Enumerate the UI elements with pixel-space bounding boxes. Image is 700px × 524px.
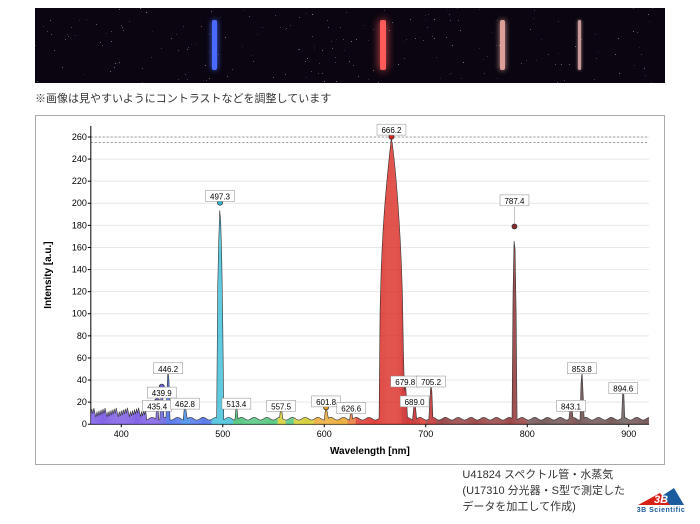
svg-text:513.4: 513.4: [226, 400, 247, 409]
svg-text:Intensity [a.u.]: Intensity [a.u.]: [43, 241, 54, 308]
svg-text:843.1: 843.1: [561, 402, 582, 411]
svg-text:705.2: 705.2: [421, 378, 442, 387]
svg-text:140: 140: [72, 265, 87, 275]
photo-caption: ※画像は見やすいようにコントラストなどを調整しています: [35, 90, 331, 106]
svg-text:3B: 3B: [654, 494, 668, 506]
svg-text:894.6: 894.6: [613, 385, 634, 394]
chart-svg: 0 20 40 60 80 100 120 140 160 180 200 220 240 260 400 5…: [36, 116, 664, 464]
svg-text:400: 400: [114, 429, 129, 439]
footer-line1: U41824 スペクトル管・水蒸気: [462, 466, 625, 482]
svg-text:666.2: 666.2: [381, 126, 402, 135]
svg-text:700: 700: [418, 429, 433, 439]
spectral-line: [500, 20, 505, 70]
svg-text:435.4: 435.4: [147, 402, 168, 411]
svg-text:0: 0: [82, 419, 87, 429]
spectrum-photo: [35, 8, 665, 83]
footer-line3: データを加工して作成): [462, 498, 625, 514]
svg-text:160: 160: [72, 242, 87, 252]
spectral-line: [212, 20, 217, 70]
svg-text:120: 120: [72, 287, 87, 297]
svg-text:500: 500: [215, 429, 230, 439]
spectral-line: [578, 20, 581, 70]
svg-text:439.9: 439.9: [152, 389, 173, 398]
brand-text: 3B Scientific: [632, 507, 690, 514]
svg-text:260: 260: [72, 132, 87, 142]
svg-text:800: 800: [520, 429, 535, 439]
svg-text:Wavelength [nm]: Wavelength [nm]: [330, 446, 410, 457]
spectrum-chart: 0 20 40 60 80 100 120 140 160 180 200 220 240 260 400 5…: [35, 115, 665, 465]
svg-text:900: 900: [621, 429, 636, 439]
footer-text: U41824 スペクトル管・水蒸気 (U17310 分光器・S型で測定した デー…: [462, 466, 625, 514]
svg-text:100: 100: [72, 309, 87, 319]
svg-text:20: 20: [77, 397, 87, 407]
svg-text:462.8: 462.8: [175, 400, 196, 409]
svg-text:601.8: 601.8: [316, 398, 337, 407]
svg-text:626.6: 626.6: [341, 405, 362, 414]
svg-text:80: 80: [77, 331, 87, 341]
brand-logo: 3B 3B Scientific: [632, 483, 690, 514]
svg-text:40: 40: [77, 375, 87, 385]
svg-text:240: 240: [72, 154, 87, 164]
svg-text:787.4: 787.4: [504, 197, 525, 206]
svg-text:557.5: 557.5: [271, 402, 292, 411]
svg-text:60: 60: [77, 353, 87, 363]
svg-text:180: 180: [72, 220, 87, 230]
footer-line2: (U17310 分光器・S型で測定した: [462, 482, 625, 498]
svg-text:679.8: 679.8: [395, 378, 416, 387]
svg-text:446.2: 446.2: [158, 365, 179, 374]
svg-text:600: 600: [317, 429, 332, 439]
svg-text:497.3: 497.3: [210, 192, 231, 201]
svg-text:689.0: 689.0: [405, 398, 426, 407]
svg-text:853.8: 853.8: [572, 365, 593, 374]
photo-noise: [35, 8, 665, 83]
svg-text:220: 220: [72, 176, 87, 186]
spectral-line: [380, 20, 386, 70]
svg-text:200: 200: [72, 198, 87, 208]
